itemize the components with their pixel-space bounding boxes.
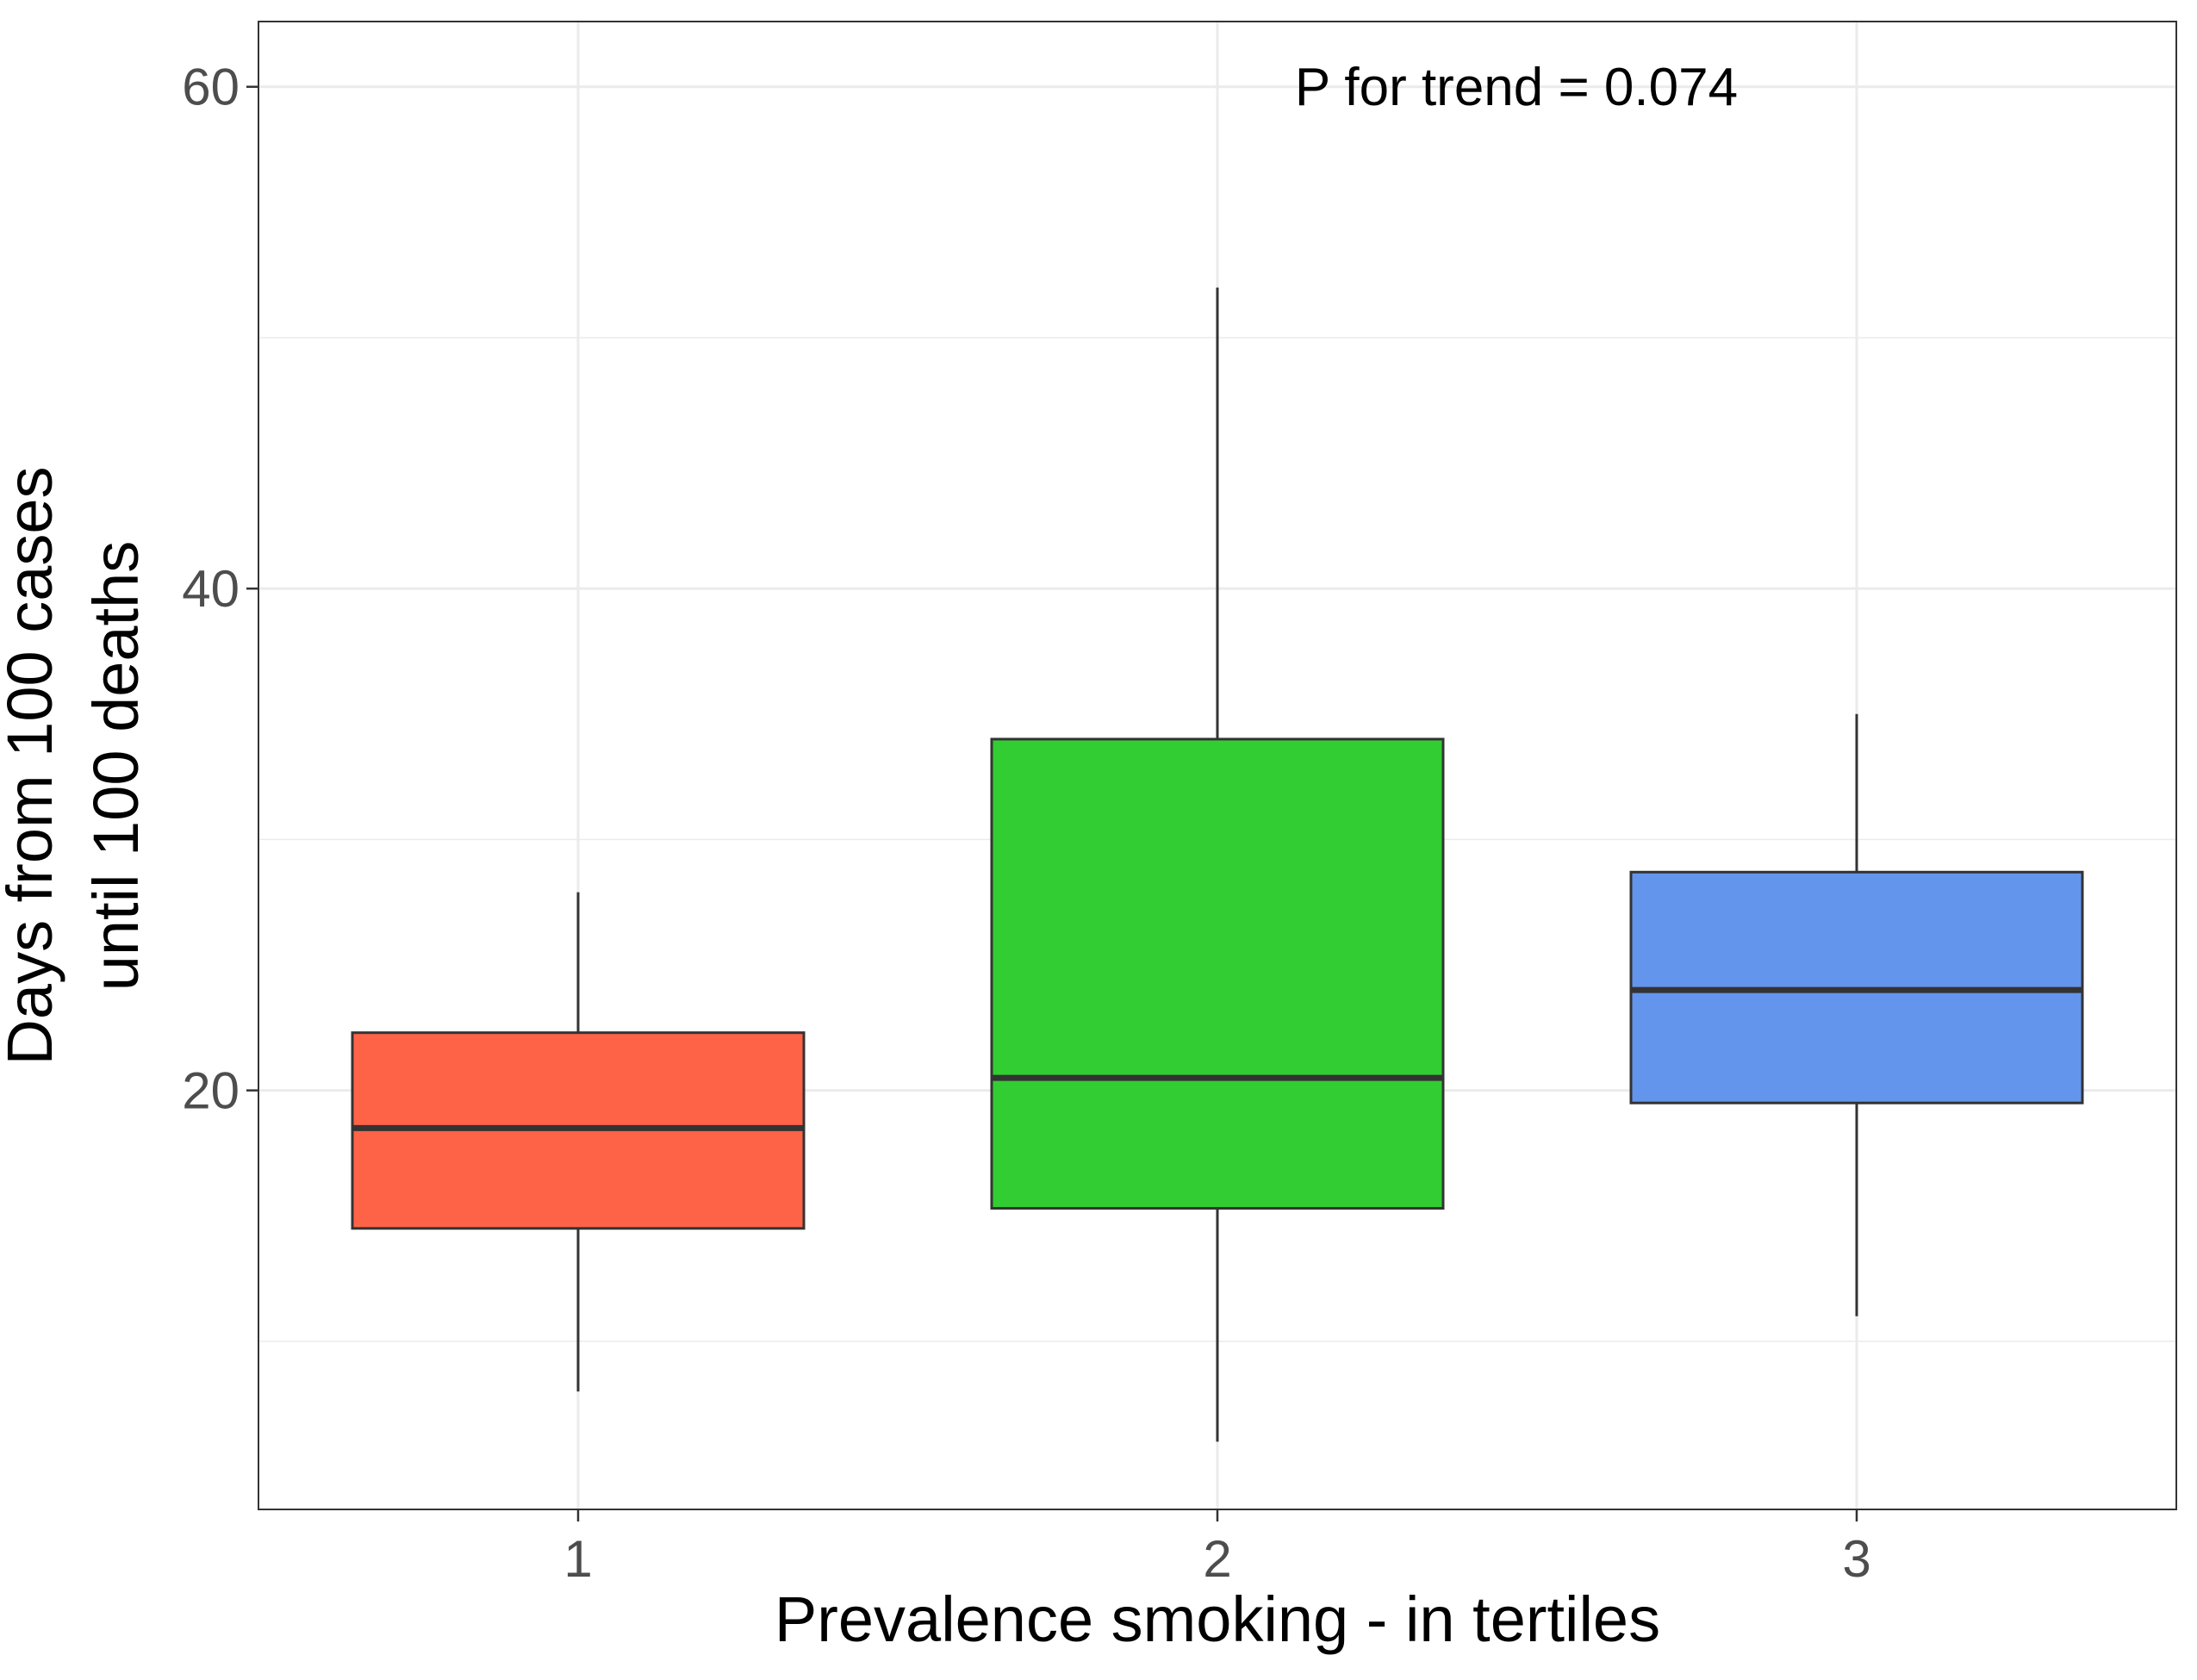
box-iqr-2 [990,737,1445,1210]
y-tick-label-40: 40 [182,560,240,618]
box-2 [990,287,1445,1442]
y-axis-title: Days from 100 cases until 100 deaths [0,466,152,1065]
y-tick-label-60: 60 [182,59,240,116]
p-trend-annotation: P for trend = 0.074 [1295,58,1738,117]
y-axis-title-line-2: until 100 deaths [80,541,152,992]
x-tick-label-2: 2 [1203,1530,1231,1588]
x-tick-label-1: 1 [563,1530,592,1588]
box-3 [1629,713,2084,1316]
y-tick-label-20: 20 [182,1062,240,1120]
ticks: 20 40 60 1 2 3 [182,59,1870,1588]
y-axis-title-line-1: Days from 100 cases [0,466,65,1065]
box-1 [351,892,806,1392]
x-axis-title: Prevalence smoking - in tertiles [775,1584,1660,1655]
boxes [351,287,2084,1442]
x-tick-label-3: 3 [1842,1530,1870,1588]
